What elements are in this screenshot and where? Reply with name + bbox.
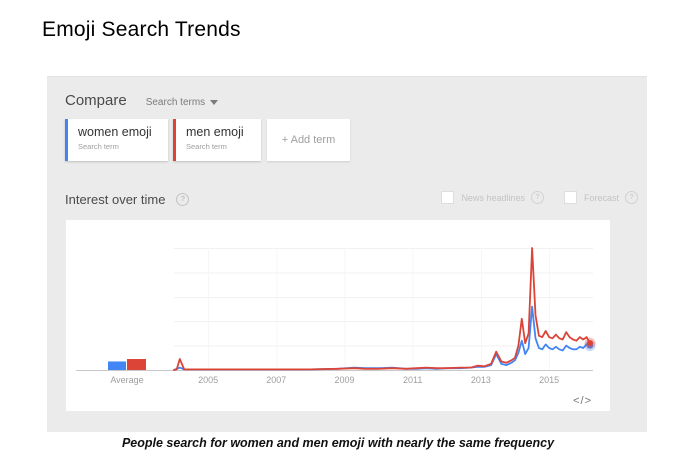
term-card-men-emoji[interactable]: men emoji Search term xyxy=(173,119,261,161)
forecast-label[interactable]: Forecast xyxy=(583,192,619,203)
term-sublabel: Search term xyxy=(78,142,119,151)
interest-over-time-title: Interest over time xyxy=(65,192,166,207)
svg-text:2011: 2011 xyxy=(403,375,422,385)
svg-text:2005: 2005 xyxy=(198,375,218,385)
search-terms-selector-label: Search terms xyxy=(145,97,206,108)
add-term-button[interactable]: + Add term xyxy=(267,119,350,161)
news-headlines-checkbox[interactable] xyxy=(441,191,455,204)
search-terms-selector[interactable]: Search terms xyxy=(145,97,219,108)
term-sublabel: Search term xyxy=(186,142,227,151)
term-label: women emoji xyxy=(78,125,152,139)
help-icon[interactable]: ? xyxy=(625,191,638,204)
caret-down-icon xyxy=(210,100,219,105)
forecast-option: Forecast ? xyxy=(563,191,638,204)
term-card-women-emoji[interactable]: women emoji Search term xyxy=(65,119,168,161)
interest-over-time-header: Interest over time ? xyxy=(65,192,190,207)
forecast-checkbox[interactable] xyxy=(563,191,577,204)
svg-text:2013: 2013 xyxy=(471,375,491,385)
svg-text:2009: 2009 xyxy=(334,375,354,385)
chart-options: News headlines ? Forecast ? xyxy=(421,191,638,204)
compare-label: Compare xyxy=(65,92,127,109)
terms-row: women emoji Search term men emoji Search… xyxy=(47,119,647,161)
help-icon[interactable]: ? xyxy=(530,191,544,204)
news-headlines-label[interactable]: News headlines xyxy=(461,192,525,203)
interest-over-time-chart[interactable]: Average 2005 2007 2009 2011 2013 2015 xyxy=(66,220,610,411)
news-headlines-option: News headlines ? xyxy=(441,191,544,204)
svg-text:2007: 2007 xyxy=(266,375,286,385)
svg-text:2015: 2015 xyxy=(539,375,559,385)
help-icon[interactable]: ? xyxy=(176,193,190,206)
compare-header: Compare Search terms xyxy=(65,92,219,109)
term-label: men emoji xyxy=(186,125,244,139)
page-title: Emoji Search Trends xyxy=(42,18,241,41)
trends-card: Compare Search terms women emoji Search … xyxy=(47,76,647,432)
embed-code-icon[interactable]: </> xyxy=(573,395,592,407)
svg-text:Average: Average xyxy=(110,375,143,385)
chart-area: Average 2005 2007 2009 2011 2013 2015 </> xyxy=(66,220,610,411)
caption: People search for women and men emoji wi… xyxy=(121,436,555,450)
